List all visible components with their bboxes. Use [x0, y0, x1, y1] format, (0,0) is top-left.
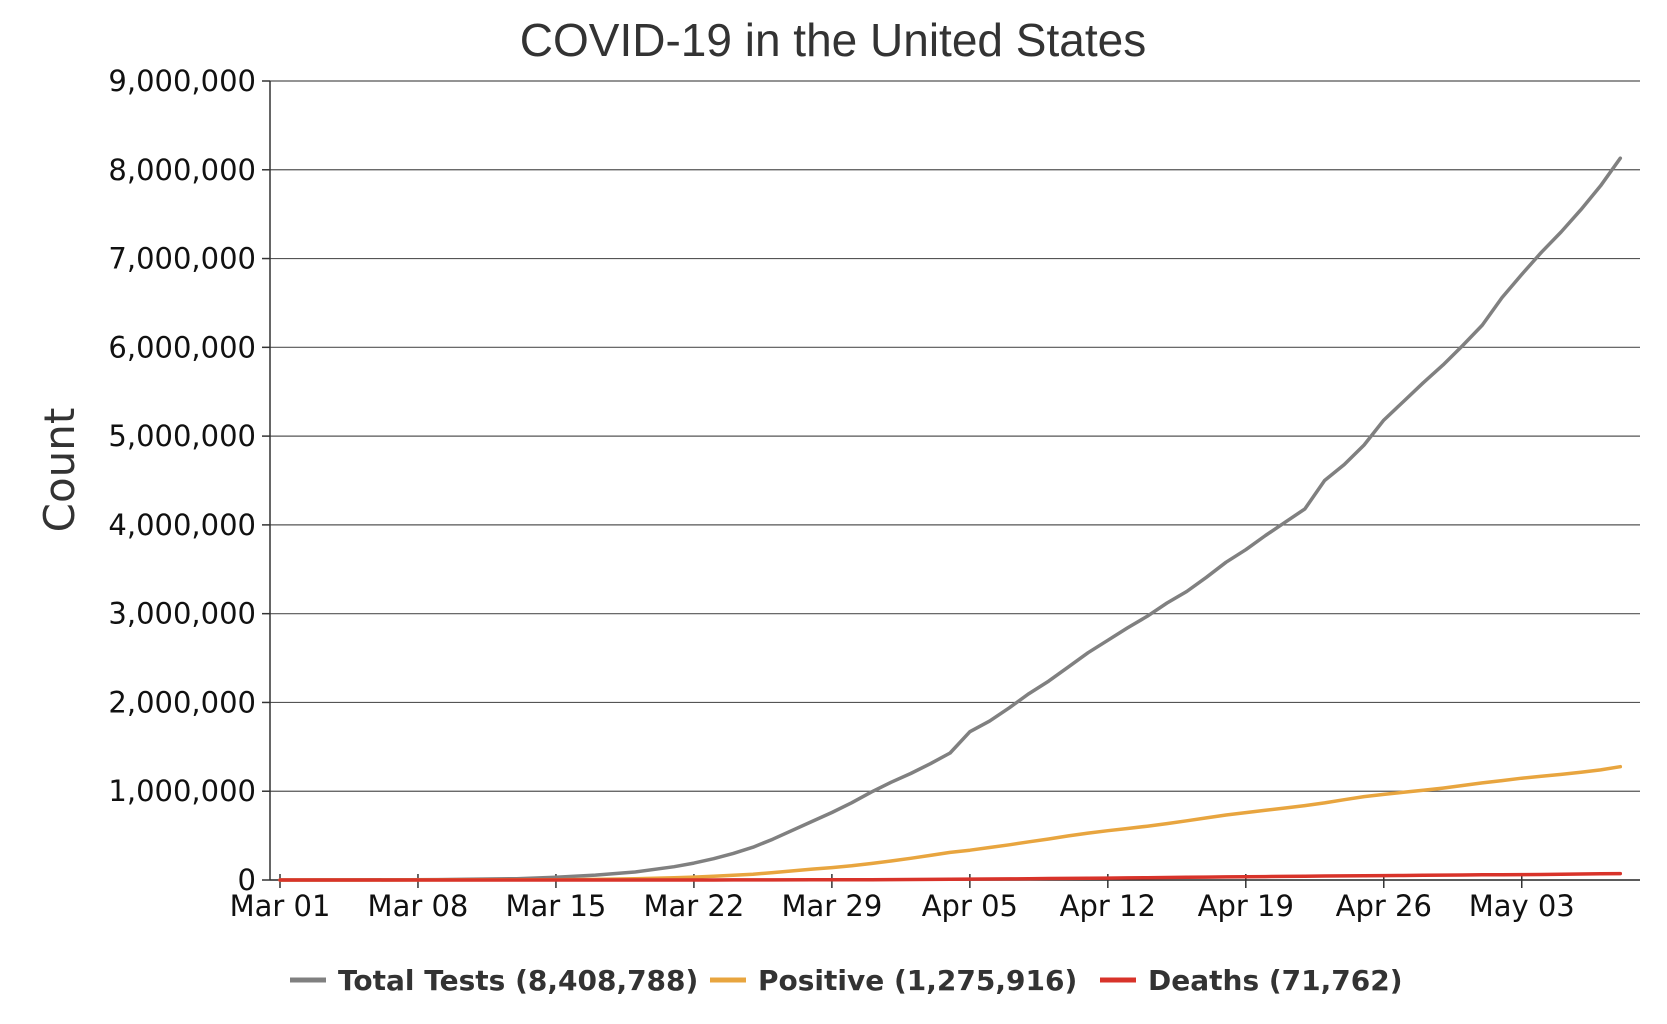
- x-tick-label: Apr 19: [1198, 889, 1294, 923]
- x-tick-label: Mar 15: [506, 889, 607, 923]
- y-tick-label: 1,000,000: [108, 774, 256, 808]
- x-tick-label: Mar 01: [230, 889, 331, 923]
- y-tick-label: 7,000,000: [108, 242, 256, 276]
- series-line-2: [278, 764, 1623, 882]
- x-tick-label: Apr 05: [922, 889, 1018, 923]
- series-line-3: [278, 871, 1623, 882]
- legend: Total Tests (8,408,788) Positive (1,275,9…: [290, 964, 1403, 997]
- legend-label: Positive (1,275,916): [758, 964, 1077, 997]
- y-tick-label: 4,000,000: [108, 508, 256, 542]
- series-lines: [278, 156, 1623, 882]
- x-tick-label: Apr 26: [1336, 889, 1432, 923]
- x-tick-label: Mar 29: [781, 889, 882, 923]
- y-tick-label: 5,000,000: [108, 419, 256, 453]
- x-tick-label: May 03: [1469, 889, 1575, 923]
- chart-title: COVID-19 in the United States: [520, 14, 1146, 66]
- x-tick-label: Mar 22: [643, 889, 744, 923]
- y-tick-label: 2,000,000: [108, 685, 256, 719]
- x-tick-labels: Mar 01 Mar 08 Mar 15 Mar 22 Mar 29 Apr 05 Apr …: [230, 874, 1575, 923]
- legend-label: Total Tests (8,408,788): [338, 964, 698, 997]
- y-tick-label: 8,000,000: [108, 153, 256, 187]
- y-axis-label: Count: [35, 408, 84, 533]
- y-tick-label: 0: [238, 863, 256, 897]
- y-tick-label: 9,000,000: [108, 64, 256, 98]
- y-tick-labels: 0 1,000,000 2,000,000 3,000,000 4,000,000 5,0…: [108, 64, 256, 897]
- legend-label: Deaths (71,762): [1148, 964, 1403, 997]
- x-tick-label: Apr 12: [1060, 889, 1156, 923]
- y-tick-label: 3,000,000: [108, 597, 256, 631]
- y-tick-label: 6,000,000: [108, 330, 256, 364]
- x-tick-label: Mar 08: [368, 889, 469, 923]
- series-line-1: [278, 156, 1623, 882]
- gridlines: [262, 80, 1640, 881]
